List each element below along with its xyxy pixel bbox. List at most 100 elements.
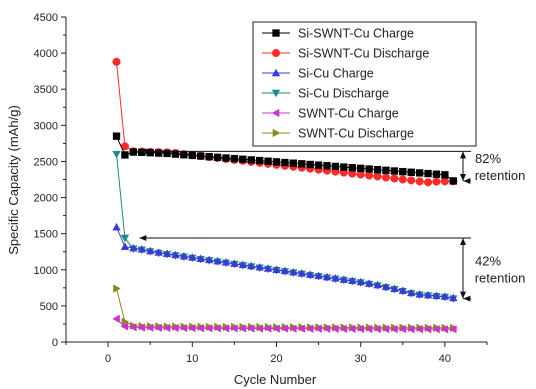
data-point-swnt-cu-charge <box>356 324 364 334</box>
series-si-swnt-cu-charge <box>112 132 457 185</box>
annotation-retention-label: retention <box>475 270 526 285</box>
data-point-si-swnt-cu-charge <box>121 151 129 159</box>
y-tick-label: 2000 <box>34 193 58 205</box>
data-point-swnt-cu-charge <box>171 323 179 333</box>
data-point-swnt-cu-charge <box>263 324 272 333</box>
data-point-si-swnt-cu-discharge <box>415 177 424 186</box>
data-point-si-swnt-cu-charge <box>415 169 424 177</box>
data-point-si-cu-charge <box>406 288 416 297</box>
y-tick-label: 3500 <box>34 84 58 96</box>
data-point-si-swnt-cu-charge <box>255 156 264 165</box>
data-point-si-swnt-cu-charge <box>239 155 247 163</box>
data-point-swnt-cu-charge <box>137 323 146 332</box>
data-point-si-cu-charge <box>356 277 365 286</box>
annotation-arrowhead-left <box>139 235 147 241</box>
data-point-si-swnt-cu-charge <box>188 151 196 160</box>
data-point-swnt-cu-charge <box>423 324 432 334</box>
data-point-si-cu-charge <box>145 246 155 255</box>
data-point-si-swnt-cu-charge <box>348 164 356 172</box>
legend-label: Si-Cu Charge <box>298 67 374 81</box>
data-point-si-cu-charge <box>247 261 256 270</box>
data-point-si-cu-charge <box>171 250 180 259</box>
data-point-si-swnt-cu-charge <box>264 157 272 165</box>
data-point-si-swnt-cu-charge <box>205 153 213 161</box>
data-point-swnt-cu-charge <box>221 324 230 333</box>
data-point-si-swnt-cu-charge <box>306 160 314 169</box>
data-point-swnt-cu-charge <box>339 324 348 334</box>
data-point-si-cu-charge <box>154 248 163 256</box>
legend-label: Si-SWNT-Cu Discharge <box>298 47 429 61</box>
data-point-si-cu-charge <box>322 272 332 281</box>
x-axis-label: Cycle Number <box>234 372 317 387</box>
annotation-percent-label: 42% <box>475 253 501 268</box>
data-point-si-cu-charge <box>305 270 315 278</box>
data-point-si-cu-charge <box>297 269 306 277</box>
data-point-si-cu-charge <box>263 264 273 272</box>
data-point-si-cu-charge <box>204 255 214 264</box>
data-point-swnt-cu-charge <box>246 324 255 333</box>
data-point-swnt-cu-charge <box>129 322 137 332</box>
data-point-swnt-cu-charge <box>322 324 331 334</box>
data-point-swnt-cu-charge <box>440 325 449 334</box>
data-point-si-cu-charge <box>381 282 391 291</box>
data-point-swnt-cu-charge <box>390 324 398 334</box>
data-point-si-cu-charge <box>398 286 408 294</box>
data-point-si-cu-charge <box>213 256 222 265</box>
legend-item-swnt-cu-discharge: SWNT-Cu Discharge <box>262 127 414 141</box>
annotation-arrowhead-left <box>463 295 471 302</box>
data-point-swnt-cu-charge <box>179 323 188 333</box>
legend-box <box>252 21 477 147</box>
x-tick-label: 0 <box>105 353 111 365</box>
legend-label: Si-SWNT-Cu Charge <box>298 27 414 41</box>
data-point-si-cu-charge <box>129 243 138 252</box>
data-point-swnt-cu-charge <box>196 323 205 333</box>
legend-swatch-marker <box>271 68 281 77</box>
legend-label: Si-Cu Discharge <box>298 87 389 101</box>
x-tick-label: 40 <box>439 353 451 365</box>
data-point-swnt-cu-charge <box>364 324 373 334</box>
data-point-si-swnt-cu-discharge <box>373 172 382 181</box>
retention-annotation-2: 42% retention <box>139 235 525 302</box>
data-point-swnt-cu-charge <box>305 324 314 333</box>
legend: Si-SWNT-Cu Charge Si-SWNT-Cu Discharge Si-… <box>252 21 477 147</box>
data-point-si-cu-charge <box>230 259 239 267</box>
data-point-swnt-cu-charge <box>120 322 129 331</box>
data-point-si-swnt-cu-discharge <box>398 175 407 184</box>
data-point-si-swnt-cu-charge <box>163 149 171 158</box>
data-point-si-swnt-cu-charge <box>390 167 399 175</box>
data-point-si-cu-charge <box>364 279 374 287</box>
data-point-si-cu-charge <box>137 244 147 253</box>
data-point-swnt-cu-charge <box>204 324 213 333</box>
y-tick-label: 4500 <box>34 12 58 24</box>
data-point-si-cu-charge <box>162 249 172 258</box>
data-point-si-swnt-cu-charge <box>197 152 205 160</box>
data-point-si-swnt-cu-discharge <box>390 174 399 183</box>
data-point-swnt-cu-charge <box>154 323 162 333</box>
data-point-swnt-cu-charge <box>381 324 390 334</box>
annotation-percent-label: 82% <box>475 151 501 166</box>
data-point-si-cu-charge <box>112 222 121 231</box>
data-point-si-swnt-cu-charge <box>112 132 121 140</box>
data-point-swnt-cu-charge <box>145 323 154 332</box>
data-point-swnt-cu-charge <box>432 324 440 334</box>
y-tick-label: 3000 <box>34 120 58 132</box>
data-point-si-swnt-cu-charge <box>171 150 180 158</box>
data-point-si-swnt-cu-charge <box>382 166 390 174</box>
retention-annotation-1: 82% retention <box>139 148 525 184</box>
data-point-swnt-cu-charge <box>406 324 415 334</box>
data-point-si-cu-charge <box>179 251 189 260</box>
annotation-layer: 82% retention 42% retention <box>139 148 525 302</box>
data-point-si-cu-charge <box>238 260 248 269</box>
data-point-swnt-cu-charge <box>331 324 339 334</box>
data-point-si-swnt-cu-charge <box>432 170 441 178</box>
y-tick-label: 4000 <box>34 48 58 60</box>
data-point-swnt-cu-charge <box>272 324 280 333</box>
data-point-si-swnt-cu-discharge <box>407 176 416 185</box>
data-point-si-cu-charge <box>373 280 382 289</box>
legend-swatch-marker <box>271 48 281 58</box>
data-point-si-swnt-cu-discharge <box>440 177 449 186</box>
data-point-si-cu-charge <box>423 290 433 299</box>
data-point-si-cu-charge <box>255 262 264 271</box>
data-point-swnt-cu-charge <box>112 314 120 324</box>
